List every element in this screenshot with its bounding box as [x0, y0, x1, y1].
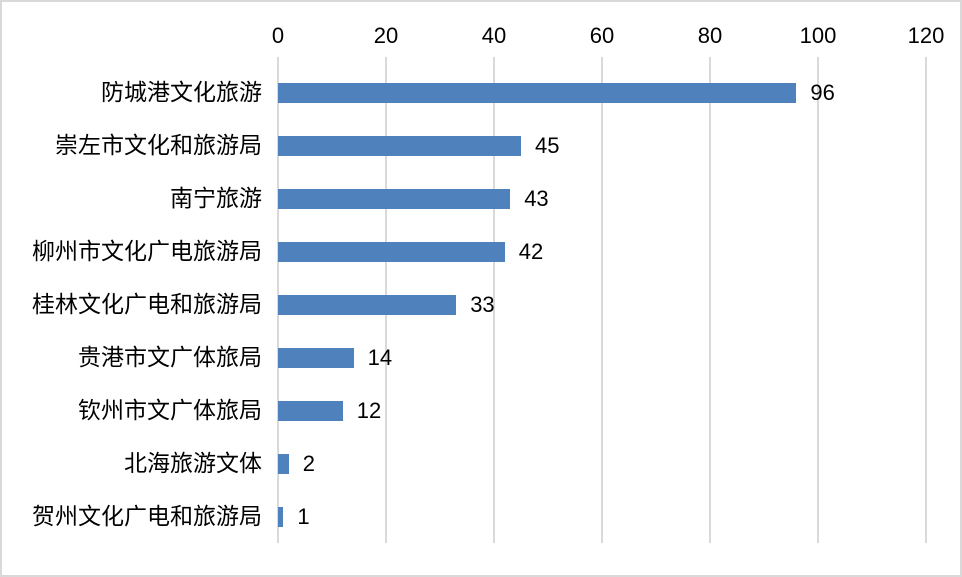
- gridline: [601, 57, 603, 543]
- bar: [278, 453, 289, 474]
- x-axis-tick-label: 60: [589, 23, 615, 48]
- category-label: 南宁旅游: [170, 185, 262, 211]
- gridline: [709, 57, 711, 543]
- x-axis-tick-label: 100: [799, 23, 837, 48]
- value-label: 96: [810, 79, 835, 105]
- value-label: 1: [297, 503, 310, 529]
- bar: [278, 188, 511, 209]
- gridline: [925, 57, 927, 543]
- category-label: 北海旅游文体: [124, 450, 262, 476]
- x-axis-tick-label: 80: [697, 23, 723, 48]
- bar: [278, 347, 354, 368]
- gridline: [493, 57, 495, 543]
- value-label: 12: [356, 397, 382, 423]
- category-label: 柳州市文化广电旅游局: [32, 238, 262, 264]
- value-label: 45: [535, 132, 560, 158]
- x-axis-tick-label: 0: [271, 23, 285, 48]
- category-label: 桂林文化广电和旅游局: [32, 291, 262, 317]
- bar: [278, 400, 343, 421]
- value-label: 33: [470, 291, 495, 317]
- x-axis-tick-label: 120: [907, 23, 945, 48]
- bar: [278, 294, 457, 315]
- bar: [278, 135, 521, 156]
- category-label: 钦州市文广体旅局: [78, 397, 262, 423]
- value-label: 42: [518, 238, 544, 264]
- value-label: 2: [302, 450, 316, 476]
- category-label: 防城港文化旅游: [101, 79, 262, 105]
- x-axis-tick-label: 40: [481, 23, 507, 48]
- bar: [278, 241, 505, 262]
- category-label: 崇左市文化和旅游局: [55, 132, 262, 158]
- gridline: [817, 57, 819, 543]
- x-axis-tick-label: 20: [373, 23, 399, 48]
- bar: [278, 82, 797, 103]
- category-label: 贵港市文广体旅局: [78, 344, 262, 370]
- category-label: 贺州文化广电和旅游局: [32, 503, 262, 529]
- value-label: 43: [524, 185, 549, 211]
- bar: [278, 506, 284, 527]
- value-label: 14: [367, 344, 393, 370]
